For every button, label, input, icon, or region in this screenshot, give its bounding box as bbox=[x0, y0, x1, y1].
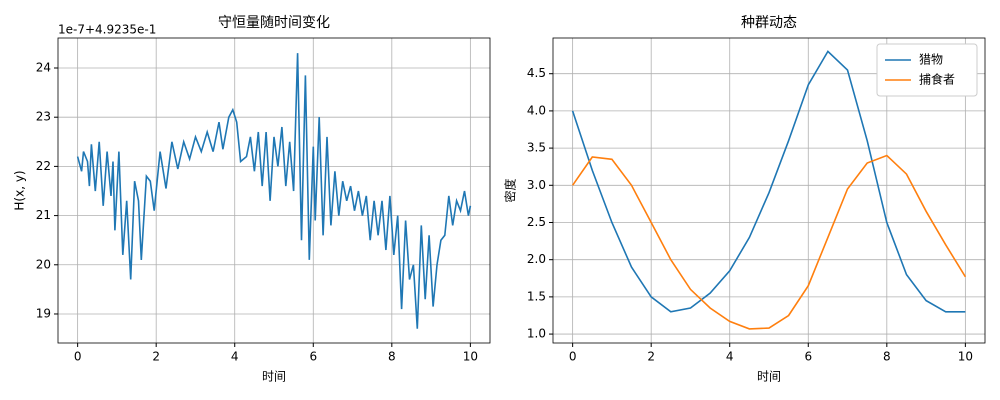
x-tick-label: 0 bbox=[569, 350, 577, 364]
y-tick-label: 22 bbox=[36, 159, 51, 173]
y-tick-label: 2.0 bbox=[527, 252, 546, 266]
y-tick-label: 23 bbox=[36, 110, 51, 124]
y-tick-label: 24 bbox=[36, 61, 51, 75]
y-axis-label: H(x, y) bbox=[13, 170, 27, 210]
x-tick-label: 8 bbox=[883, 350, 891, 364]
legend-box bbox=[876, 43, 978, 97]
y-tick-label: 4.5 bbox=[527, 66, 546, 80]
y-tick-label: 19 bbox=[36, 306, 51, 320]
y-tick-label: 3.0 bbox=[527, 178, 546, 192]
x-tick-label: 8 bbox=[388, 350, 396, 364]
data-line bbox=[571, 50, 966, 313]
y-tick-label: 1.5 bbox=[527, 289, 546, 303]
y-tick-label: 2.5 bbox=[527, 215, 546, 229]
x-axis-label: 时间 bbox=[757, 370, 781, 384]
x-axis-label: 时间 bbox=[262, 370, 286, 384]
x-tick-label: 2 bbox=[152, 350, 160, 364]
y-tick-label: 20 bbox=[36, 257, 51, 271]
axis-offset-text: 1e-7+4.9235e-1 bbox=[58, 23, 156, 37]
y-tick-label: 1.0 bbox=[527, 327, 546, 341]
legend-label: 猎物 bbox=[919, 53, 943, 67]
plot-frame bbox=[552, 37, 986, 344]
x-tick-label: 0 bbox=[74, 350, 82, 364]
plot-frame bbox=[57, 37, 491, 344]
x-tick-label: 2 bbox=[647, 350, 655, 364]
y-tick-label: 4.0 bbox=[527, 103, 546, 117]
legend-label: 捕食者 bbox=[919, 72, 955, 87]
x-tick-label: 4 bbox=[231, 350, 239, 364]
x-tick-label: 4 bbox=[726, 350, 734, 364]
x-tick-label: 6 bbox=[804, 350, 812, 364]
y-tick-label: 3.5 bbox=[527, 141, 546, 155]
y-axis-label: 密度 bbox=[503, 178, 518, 202]
chart-title: 种群动态 bbox=[741, 15, 797, 31]
x-tick-label: 10 bbox=[463, 350, 478, 364]
chart-title: 守恒量随时间变化 bbox=[218, 15, 330, 31]
x-tick-label: 6 bbox=[309, 350, 317, 364]
data-line bbox=[76, 53, 472, 329]
data-line bbox=[571, 154, 967, 330]
x-tick-label: 10 bbox=[958, 350, 973, 364]
y-tick-label: 21 bbox=[36, 208, 51, 222]
